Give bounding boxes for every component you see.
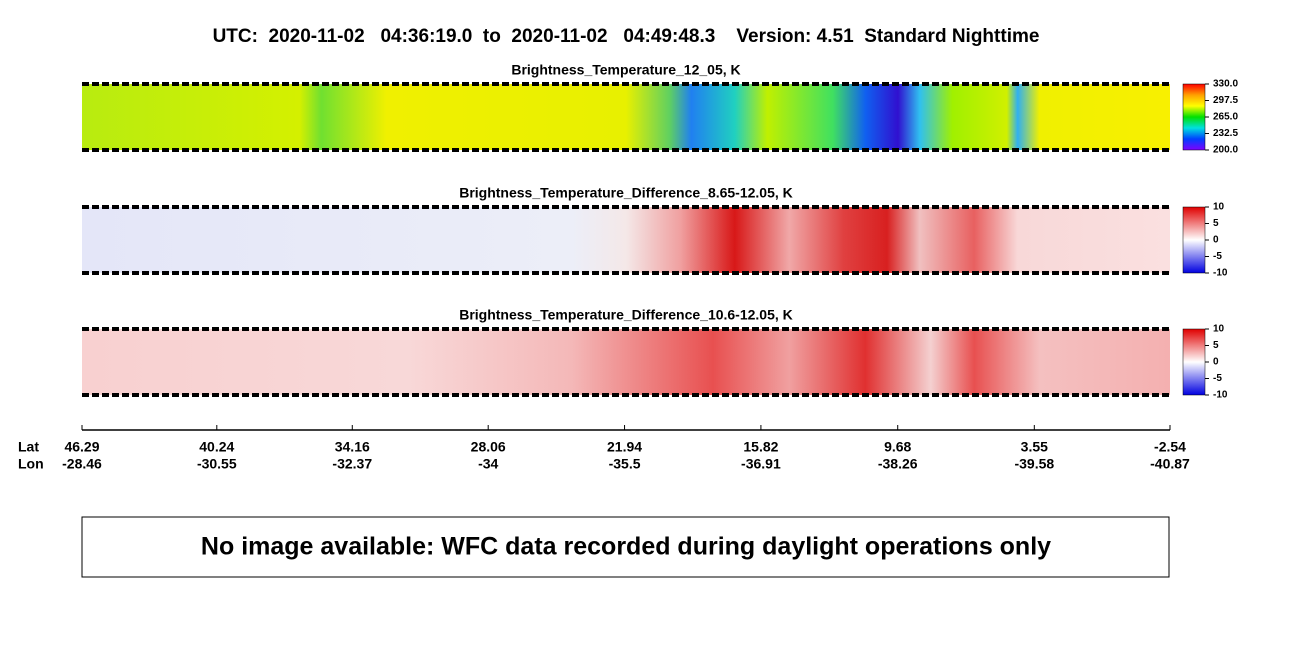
lon-label: -38.26 (878, 456, 918, 472)
colorbar-tick-label: -10 (1213, 390, 1228, 401)
colorbar (1182, 328, 1206, 396)
lat-label: 3.55 (1021, 439, 1048, 455)
panel-title: Brightness_Temperature_12_05, K (511, 62, 740, 78)
colorbar-tick-label: 5 (1213, 218, 1219, 229)
lon-label: -34 (478, 456, 498, 472)
colorbar (1182, 206, 1206, 274)
image-strip (82, 329, 1170, 395)
colorbar-tick-label: -10 (1213, 268, 1228, 279)
lon-label: -36.91 (741, 456, 781, 472)
lat-label: 9.68 (884, 439, 911, 455)
panel-title: Brightness_Temperature_Difference_10.6-1… (459, 307, 793, 323)
notice-box (81, 516, 1170, 578)
colorbar-tick-label: 5 (1213, 340, 1219, 351)
axis-row-label: Lat (18, 439, 39, 455)
colorbar-tick-label: 10 (1213, 202, 1225, 213)
colorbar-tick-label: 297.5 (1213, 95, 1238, 106)
lat-label: 40.24 (199, 439, 234, 455)
panel-title: Brightness_Temperature_Difference_8.65-1… (459, 185, 793, 201)
lon-label: -40.87 (1150, 456, 1190, 472)
lon-label: -28.46 (62, 456, 102, 472)
lon-label: -30.55 (197, 456, 237, 472)
lon-label: -32.37 (332, 456, 372, 472)
lon-label: -35.5 (609, 456, 641, 472)
colorbar-tick-label: 0 (1213, 235, 1219, 246)
colorbar-tick-label: -5 (1213, 373, 1222, 384)
lat-label: -2.54 (1154, 439, 1186, 455)
image-strip (82, 84, 1170, 150)
lat-label: 34.16 (335, 439, 370, 455)
lat-label: 15.82 (743, 439, 778, 455)
colorbar-tick-label: 0 (1213, 357, 1219, 368)
lat-label: 46.29 (64, 439, 99, 455)
colorbar-tick-label: 232.5 (1213, 128, 1238, 139)
colorbar-tick-label: 200.0 (1213, 145, 1238, 156)
colorbar-tick-label: -5 (1213, 251, 1222, 262)
axis-row-label: Lon (18, 456, 44, 472)
colorbar-tick-label: 330.0 (1213, 79, 1238, 90)
colorbar-tick-label: 265.0 (1213, 112, 1238, 123)
colorbar (1182, 83, 1206, 151)
image-strip (82, 207, 1170, 273)
page-title: UTC: 2020-11-02 04:36:19.0 to 2020-11-02… (213, 26, 1040, 47)
lat-label: 21.94 (607, 439, 642, 455)
colorbar-tick-label: 10 (1213, 324, 1225, 335)
lat-label: 28.06 (471, 439, 506, 455)
lon-label: -39.58 (1014, 456, 1054, 472)
notice: No image available: WFC data recorded du… (201, 533, 1051, 561)
